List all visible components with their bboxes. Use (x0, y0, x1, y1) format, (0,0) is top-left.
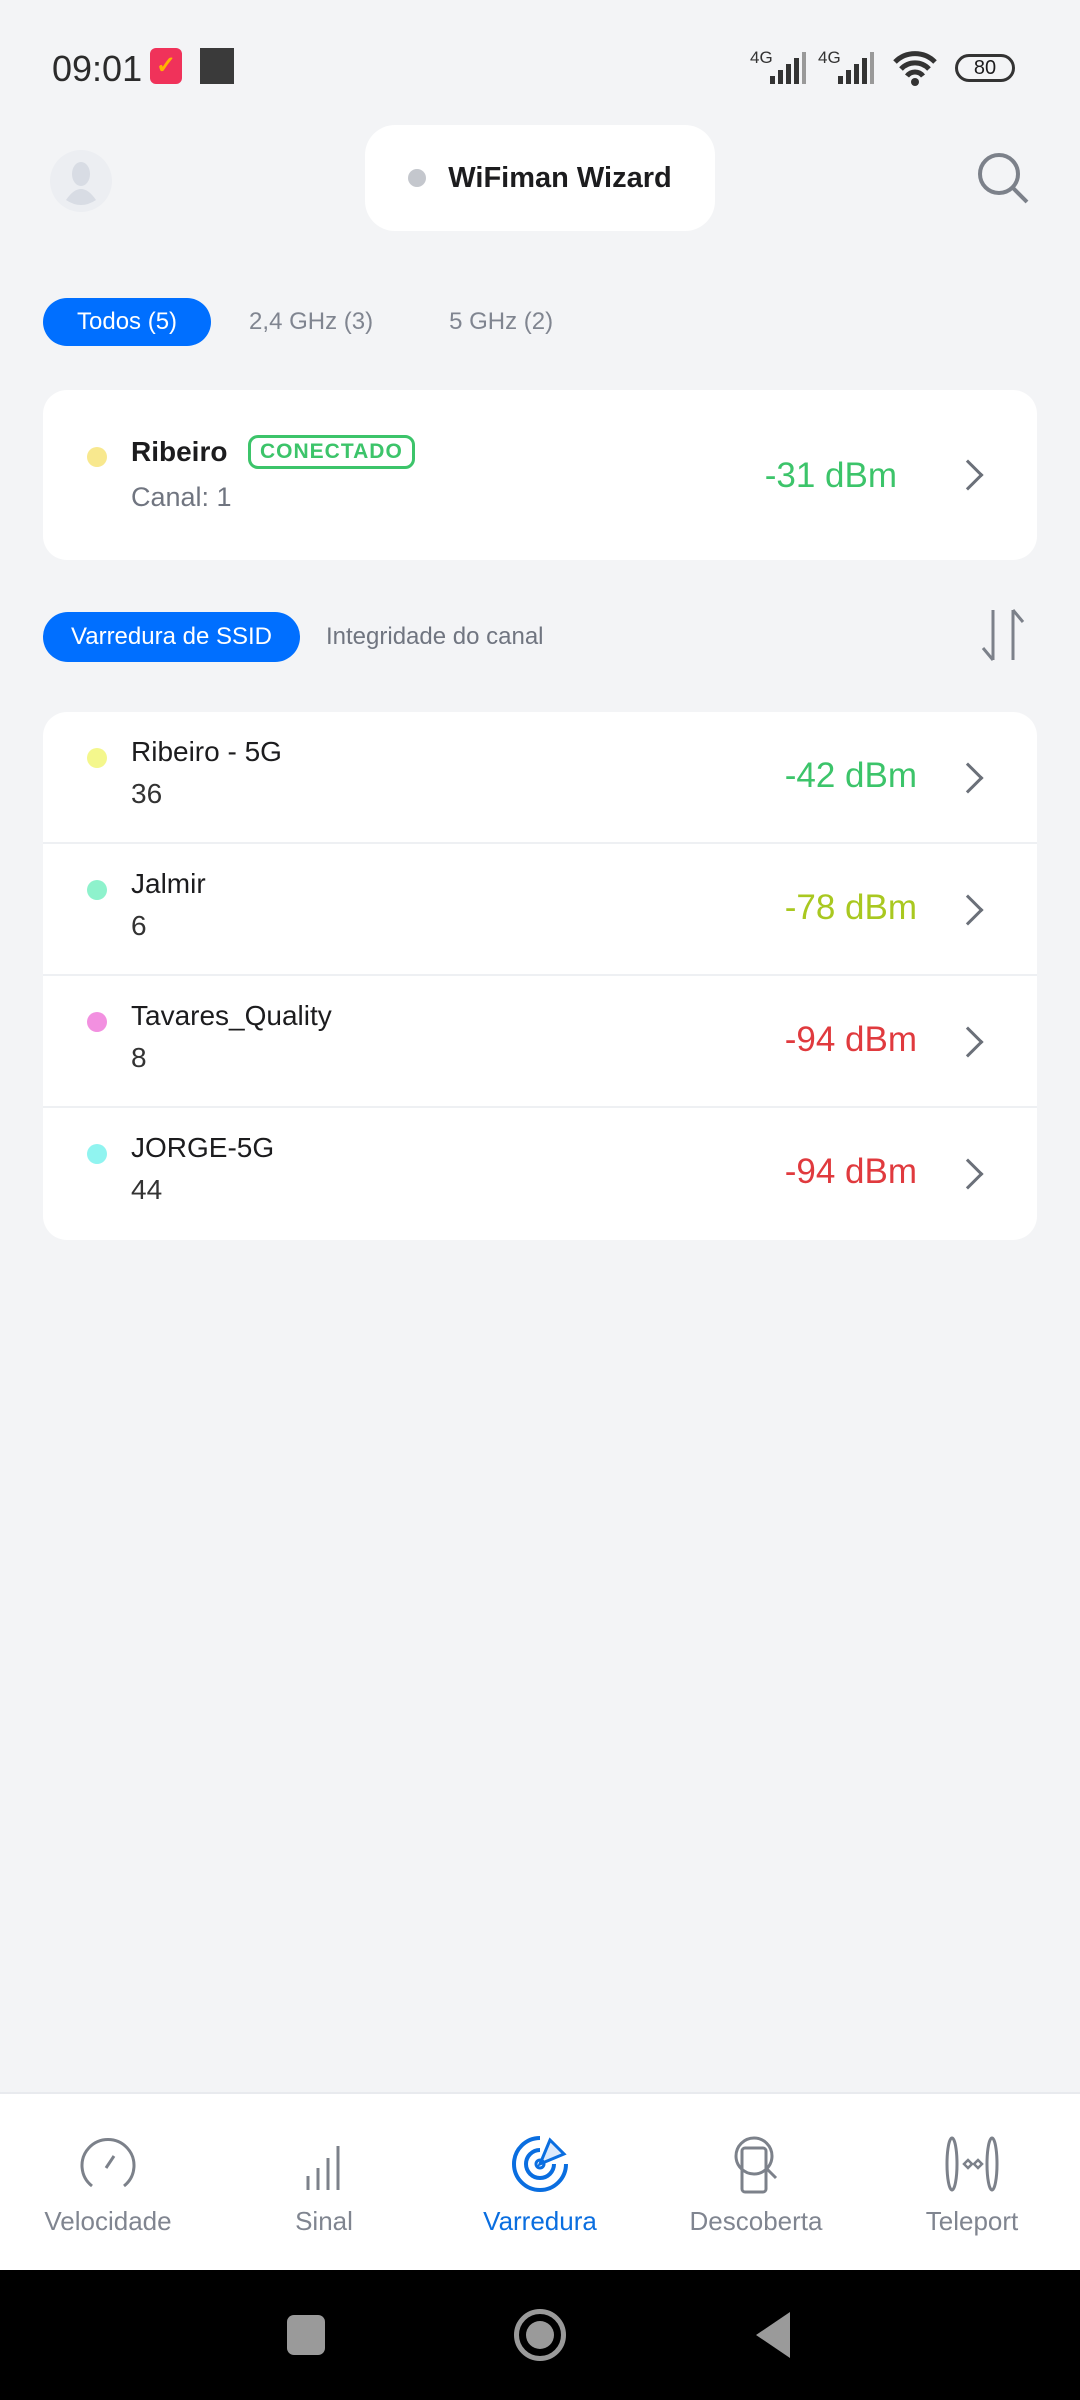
network-channel: 6 (131, 910, 147, 941)
radar-icon (512, 2136, 568, 2192)
chevron-right-icon (952, 894, 984, 926)
sort-icon[interactable] (978, 605, 1028, 665)
network-signal: -78 dBm (784, 888, 917, 927)
connected-ssid: Ribeiro (131, 436, 228, 467)
network-ssid: Tavares_Quality (131, 1000, 332, 1031)
chevron-right-icon (952, 459, 984, 491)
tab-ssid-scan[interactable]: Varredura de SSID (43, 612, 300, 662)
teleport-icon (945, 2136, 999, 2192)
network-channel: 36 (131, 778, 163, 809)
band-filter-tabs: Todos (5) 2,4 GHz (3) 5 GHz (2) (43, 298, 591, 346)
network-signal: -42 dBm (784, 756, 917, 795)
nav-velocidade[interactable]: Velocidade (0, 2094, 216, 2270)
network-list: Ribeiro - 5G 36 -42 dBm Jalmir 6 -78 dBm… (43, 712, 1037, 1240)
network-channel: 8 (131, 1042, 147, 1073)
wifi-icon (893, 51, 937, 86)
nav-teleport[interactable]: Teleport (864, 2094, 1080, 2270)
tab-5ghz[interactable]: 5 GHz (2) (449, 308, 554, 335)
nav-label: Teleport (925, 2206, 1019, 2236)
nav-label: Sinal (295, 2206, 353, 2236)
tab-2-4ghz[interactable]: 2,4 GHz (3) (249, 308, 374, 335)
device-discovery-icon (734, 2136, 778, 2194)
nav-label: Velocidade (44, 2206, 172, 2236)
network-ssid: Ribeiro - 5G (131, 736, 282, 767)
chevron-right-icon (952, 1158, 984, 1190)
network-ssid: JORGE-5G (131, 1132, 275, 1163)
connected-network-card[interactable]: Ribeiro CONECTADO Canal: 1 -31 dBm (43, 390, 1037, 560)
user-avatar-icon[interactable] (50, 150, 112, 212)
network-color-dot (87, 1144, 107, 1164)
network-type-1: 4G (750, 48, 773, 67)
recents-button[interactable] (287, 2315, 325, 2355)
network-row[interactable]: JORGE-5G 44 -94 dBm (43, 1108, 1037, 1240)
app-title: WiFiman Wizard (448, 161, 672, 194)
network-signal: -94 dBm (784, 1152, 917, 1191)
speedometer-icon (80, 2138, 136, 2188)
battery-indicator: 80 (955, 54, 1015, 82)
connected-badge: CONECTADO (248, 435, 415, 469)
bottom-nav: Velocidade Sinal Varredura Descoberta Te… (0, 2092, 1080, 2270)
network-color-dot (87, 447, 107, 467)
app-title-pill[interactable]: WiFiman Wizard (365, 125, 715, 231)
tab-channel-integrity[interactable]: Integridade do canal (326, 623, 544, 650)
chevron-right-icon (952, 1026, 984, 1058)
network-signal: -94 dBm (784, 1020, 917, 1059)
view-tabs: Varredura de SSID Integridade do canal (43, 612, 570, 662)
status-time: 09:01 (52, 48, 143, 89)
cell-signal-icon (770, 52, 806, 84)
connected-signal: -31 dBm (764, 456, 897, 495)
network-color-dot (87, 748, 107, 768)
nav-label: Descoberta (689, 2206, 823, 2236)
network-row[interactable]: Ribeiro - 5G 36 -42 dBm (43, 712, 1037, 844)
network-color-dot (87, 880, 107, 900)
network-type-2: 4G (818, 48, 841, 67)
signal-bars-icon (306, 2146, 340, 2190)
connected-channel: Canal: 1 (131, 482, 232, 512)
network-ssid: Jalmir (131, 868, 206, 899)
status-bar: 09:01 ✓ 4G 4G 80 (0, 40, 1080, 100)
tab-todos[interactable]: Todos (5) (43, 298, 212, 346)
nav-descoberta[interactable]: Descoberta (648, 2094, 864, 2270)
network-row[interactable]: Jalmir 6 -78 dBm (43, 844, 1037, 976)
search-icon[interactable] (975, 150, 1031, 206)
system-nav-bar (0, 2270, 1080, 2400)
status-dot (408, 169, 427, 187)
network-row[interactable]: Tavares_Quality 8 -94 dBm (43, 976, 1037, 1108)
nav-varredura[interactable]: Varredura (432, 2094, 648, 2270)
notification-icon (200, 48, 234, 84)
chevron-right-icon (952, 762, 984, 794)
shopping-app-icon: ✓ (150, 48, 182, 84)
network-color-dot (87, 1012, 107, 1032)
cell-signal-icon (838, 52, 874, 84)
nav-sinal[interactable]: Sinal (216, 2094, 432, 2270)
back-button[interactable] (752, 2310, 792, 2360)
home-button[interactable] (514, 2309, 566, 2361)
nav-label: Varredura (483, 2206, 597, 2236)
network-channel: 44 (131, 1174, 163, 1205)
